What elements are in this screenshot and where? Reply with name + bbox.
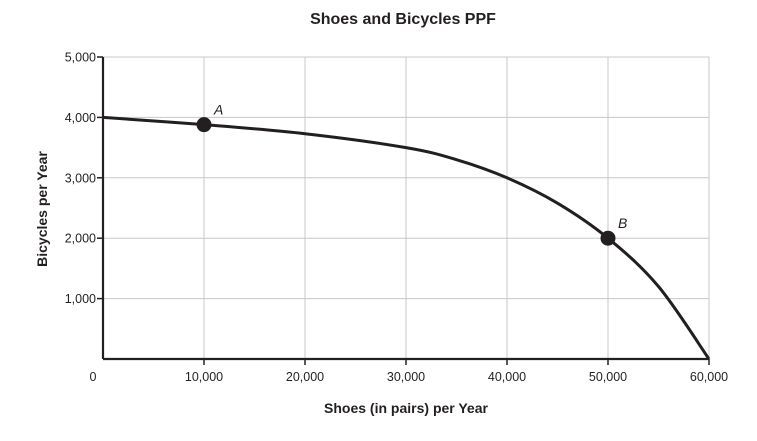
y-tick-labels: 1,000 2,000 3,000 4,000 5,000 bbox=[65, 51, 96, 307]
x-tick-label-6: 60,000 bbox=[690, 370, 728, 384]
y-tick-label-0: 1,000 bbox=[65, 292, 96, 306]
y-tick-label-3: 4,000 bbox=[65, 111, 96, 125]
chart-title: Shoes and Bicycles PPF bbox=[310, 11, 496, 28]
point-a-marker bbox=[196, 117, 212, 133]
x-tick-label-3: 30,000 bbox=[387, 370, 425, 384]
point-b-marker bbox=[600, 230, 616, 246]
x-tick-label-1: 10,000 bbox=[185, 370, 223, 384]
y-axis-title: Bicycles per Year bbox=[34, 151, 50, 267]
labeled-points: AB bbox=[196, 102, 627, 246]
x-tick-label-2: 20,000 bbox=[286, 370, 324, 384]
x-axis-title: Shoes (in pairs) per Year bbox=[324, 400, 488, 416]
grid bbox=[103, 56, 710, 359]
x-tick-label-5: 50,000 bbox=[589, 370, 627, 384]
x-tick-labels: 0 10,000 20,000 30,000 40,000 50,000 60,000 bbox=[90, 370, 729, 384]
y-tick-label-4: 5,000 bbox=[65, 51, 96, 65]
y-tick-label-1: 2,000 bbox=[65, 232, 96, 246]
x-tick-label-0: 0 bbox=[90, 370, 97, 384]
ppf-curve-line bbox=[102, 115, 711, 360]
axes bbox=[97, 56, 710, 365]
point-a-label: A bbox=[213, 102, 223, 118]
x-tick-label-4: 40,000 bbox=[488, 370, 526, 384]
point-b-label: B bbox=[618, 215, 627, 231]
y-tick-label-2: 3,000 bbox=[65, 171, 96, 185]
